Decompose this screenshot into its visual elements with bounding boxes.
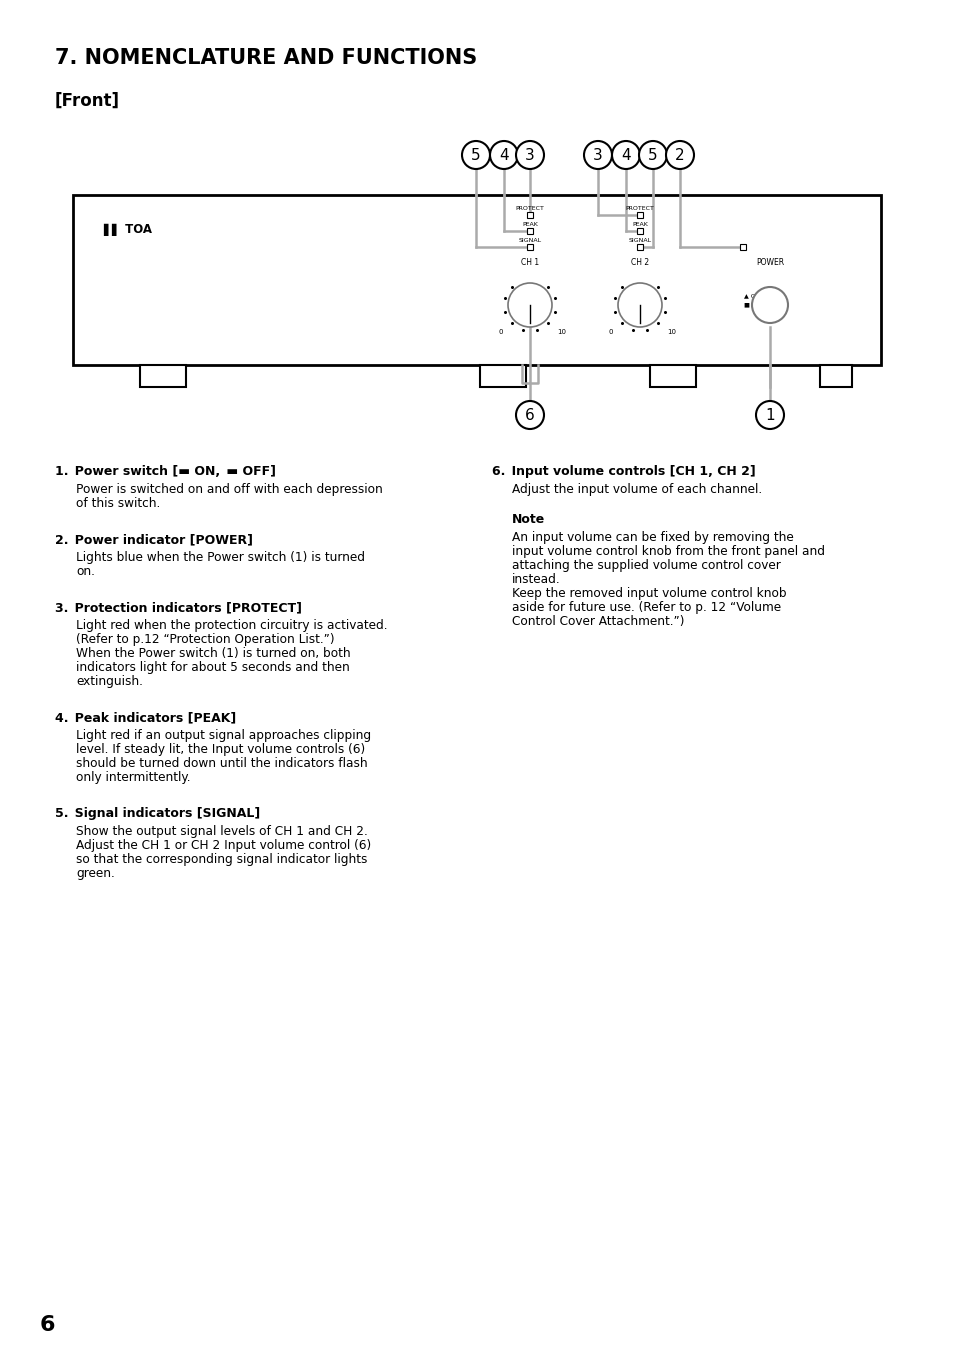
Text: [Front]: [Front] [55,92,120,109]
Text: Keep the removed input volume control knob: Keep the removed input volume control kn… [512,586,786,600]
Text: (Refer to p.12 “Protection Operation List.”): (Refer to p.12 “Protection Operation Lis… [76,634,335,646]
Text: only intermittently.: only intermittently. [76,771,191,784]
Text: ■ OFF: ■ OFF [743,303,763,307]
Text: 2: 2 [675,147,684,162]
Circle shape [665,141,693,169]
Text: 3: 3 [524,147,535,162]
Text: of this switch.: of this switch. [76,497,160,509]
Text: 6: 6 [524,408,535,423]
Bar [479,365,525,386]
Text: Control Cover Attachment.”): Control Cover Attachment.”) [512,615,684,628]
Text: 0: 0 [498,330,502,335]
Text: Show the output signal levels of CH 1 and CH 2.: Show the output signal levels of CH 1 an… [76,825,367,838]
Text: CH 2: CH 2 [630,258,648,267]
Circle shape [583,141,612,169]
Text: 1. Power switch [▬ ON, ▬ OFF]: 1. Power switch [▬ ON, ▬ OFF] [55,465,275,478]
Text: extinguish.: extinguish. [76,676,143,688]
Text: so that the corresponding signal indicator lights: so that the corresponding signal indicat… [76,852,367,866]
Text: on.: on. [76,565,94,578]
Text: input volume control knob from the front panel and: input volume control knob from the front… [512,544,824,558]
Bar [526,228,533,234]
Text: PEAK: PEAK [521,222,537,227]
Text: instead.: instead. [512,573,560,586]
Text: 0: 0 [608,330,613,335]
Bar [73,195,880,365]
Text: attaching the supplied volume control cover: attaching the supplied volume control co… [512,559,780,571]
Text: 7. NOMENCLATURE AND FUNCTIONS: 7. NOMENCLATURE AND FUNCTIONS [55,49,476,68]
Text: 10: 10 [666,330,676,335]
Text: Light red when the protection circuitry is activated.: Light red when the protection circuitry … [76,619,387,632]
Bar [740,245,745,250]
Circle shape [461,141,490,169]
Text: Adjust the CH 1 or CH 2 Input volume control (6): Adjust the CH 1 or CH 2 Input volume con… [76,839,371,852]
Text: 10: 10 [557,330,565,335]
Bar [820,365,851,386]
Text: When the Power switch (1) is turned on, both: When the Power switch (1) is turned on, … [76,647,351,661]
Text: green.: green. [76,867,114,880]
Text: ▲ ON: ▲ ON [743,293,760,299]
Text: 5. Signal indicators [SIGNAL]: 5. Signal indicators [SIGNAL] [55,807,260,820]
Circle shape [755,401,783,430]
Text: 3: 3 [593,147,602,162]
Text: level. If steady lit, the Input volume controls (6): level. If steady lit, the Input volume c… [76,743,365,757]
Circle shape [490,141,517,169]
Bar [649,365,696,386]
Circle shape [751,286,787,323]
Text: 3. Protection indicators [PROTECT]: 3. Protection indicators [PROTECT] [55,601,302,613]
Circle shape [507,282,552,327]
Text: POWER: POWER [755,258,783,267]
Text: CH 1: CH 1 [520,258,538,267]
Text: SIGNAL: SIGNAL [628,238,651,243]
Text: ▌▌ TOA: ▌▌ TOA [103,223,152,236]
Text: PEAK: PEAK [632,222,647,227]
Text: should be turned down until the indicators flash: should be turned down until the indicato… [76,757,367,770]
Bar [526,245,533,250]
Text: Light red if an output signal approaches clipping: Light red if an output signal approaches… [76,730,371,742]
Text: aside for future use. (Refer to p. 12 “Volume: aside for future use. (Refer to p. 12 “V… [512,601,781,613]
Circle shape [516,141,543,169]
Text: 6. Input volume controls [CH 1, CH 2]: 6. Input volume controls [CH 1, CH 2] [492,465,755,478]
Text: An input volume can be fixed by removing the: An input volume can be fixed by removing… [512,531,793,544]
Text: 4: 4 [498,147,508,162]
Circle shape [618,282,661,327]
Text: PROTECT: PROTECT [625,205,654,211]
Text: SIGNAL: SIGNAL [517,238,541,243]
Text: 5: 5 [471,147,480,162]
Circle shape [639,141,666,169]
Text: Power is switched on and off with each depression: Power is switched on and off with each d… [76,484,382,496]
Text: Note: Note [512,513,545,526]
Bar [637,212,642,218]
Circle shape [516,401,543,430]
Bar [526,212,533,218]
Text: Lights blue when the Power switch (1) is turned: Lights blue when the Power switch (1) is… [76,551,365,563]
Text: 2. Power indicator [POWER]: 2. Power indicator [POWER] [55,534,253,546]
Text: 5: 5 [647,147,658,162]
Text: indicators light for about 5 seconds and then: indicators light for about 5 seconds and… [76,661,350,674]
Bar [637,228,642,234]
Circle shape [612,141,639,169]
Text: 1: 1 [764,408,774,423]
Text: 6: 6 [40,1315,55,1335]
Bar [140,365,186,386]
Text: PROTECT: PROTECT [515,205,544,211]
Text: Adjust the input volume of each channel.: Adjust the input volume of each channel. [512,484,761,496]
Bar [637,245,642,250]
Text: 4. Peak indicators [PEAK]: 4. Peak indicators [PEAK] [55,711,236,724]
Text: 4: 4 [620,147,630,162]
